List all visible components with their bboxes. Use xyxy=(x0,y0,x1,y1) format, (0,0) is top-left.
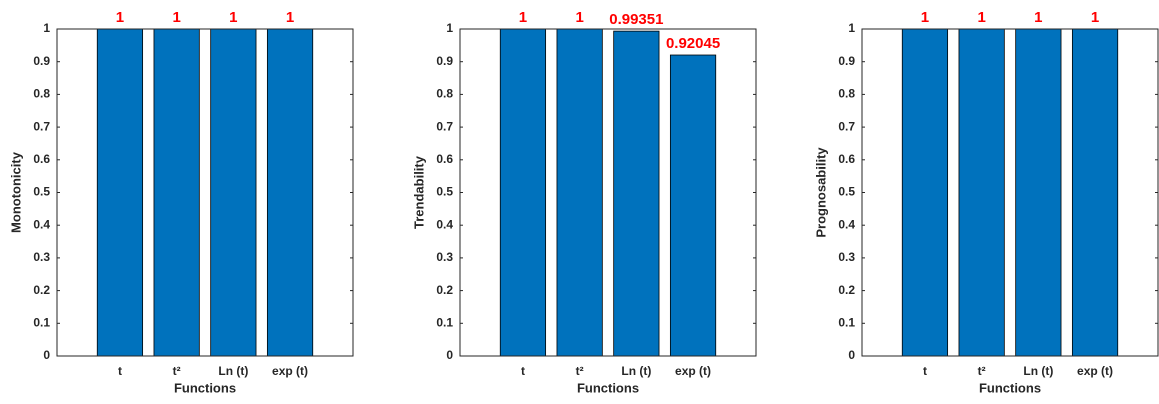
y-tick-label: 0.4 xyxy=(838,217,855,231)
y-tick-label: 1 xyxy=(446,21,453,35)
axes-box xyxy=(56,28,354,357)
value-label: 1 xyxy=(229,9,237,26)
bar xyxy=(499,28,547,357)
x-tick-label: exp (t) xyxy=(1077,364,1113,378)
chart: 1 t 1 t² 0.99351 Ln (t) 0.92045 exp (t) 0 0.1 0.2 0… xyxy=(411,9,757,395)
bar xyxy=(958,28,1005,357)
y-tick-label: 0.1 xyxy=(436,315,453,329)
bar xyxy=(96,28,144,357)
x-tick-label: exp (t) xyxy=(272,364,308,378)
value-label: 1 xyxy=(172,9,180,26)
x-axis-label: Functions xyxy=(174,380,236,395)
y-tick-label: 0.4 xyxy=(436,217,453,231)
y-tick-label: 0.2 xyxy=(33,283,50,297)
value-label: 1 xyxy=(977,9,985,26)
value-label: 1 xyxy=(286,9,294,26)
bar xyxy=(210,28,257,357)
x-axis-label: Functions xyxy=(979,380,1041,395)
y-tick-label: 0.7 xyxy=(838,119,855,133)
value-label: 1 xyxy=(1034,9,1042,26)
chart: 1 t 1 t² 1 Ln (t) 1 exp (t) 0 0.1 0.2 0.3 0.4 0.5 0.6 0… xyxy=(8,9,354,395)
y-tick-label: 0.7 xyxy=(436,119,453,133)
y-tick-label: 0.3 xyxy=(436,250,453,264)
y-tick-label: 0.5 xyxy=(33,185,50,199)
value-label: 0.92045 xyxy=(666,35,720,52)
y-tick-label: 1 xyxy=(43,21,50,35)
y-tick-label: 0 xyxy=(848,348,855,362)
bar xyxy=(613,30,660,357)
x-tick-label: t² xyxy=(978,364,986,378)
value-label: 1 xyxy=(575,9,583,26)
value-label: 0.99351 xyxy=(609,11,663,28)
y-tick-label: 0.9 xyxy=(838,54,855,68)
y-tick-label: 0.5 xyxy=(838,185,855,199)
y-tick-label: 0.6 xyxy=(838,152,855,166)
value-label: 1 xyxy=(921,9,929,26)
x-tick-label: t² xyxy=(173,364,181,378)
y-tick-label: 0.1 xyxy=(838,315,855,329)
bar xyxy=(153,28,200,357)
y-tick-label: 0.2 xyxy=(838,283,855,297)
x-tick-label: t xyxy=(521,364,525,378)
bar xyxy=(669,54,717,357)
y-tick-label: 1 xyxy=(848,21,855,35)
bar xyxy=(266,28,314,357)
y-axis-label: Trendability xyxy=(411,155,426,229)
x-tick-label: t xyxy=(923,364,927,378)
x-axis-label: Functions xyxy=(577,380,639,395)
chart: 1 t 1 t² 1 Ln (t) 1 exp (t) 0 0.1 0.2 0.3 0.4 0.5 0.6 0… xyxy=(813,9,1159,395)
y-tick-label: 0.6 xyxy=(33,152,50,166)
y-axis-label: Prognosability xyxy=(813,147,828,238)
y-tick-label: 0.5 xyxy=(436,185,453,199)
y-tick-label: 0.3 xyxy=(838,250,855,264)
x-tick-label: exp (t) xyxy=(675,364,711,378)
value-label: 1 xyxy=(519,9,527,26)
y-tick-label: 0.2 xyxy=(436,283,453,297)
x-tick-label: Ln (t) xyxy=(621,364,651,378)
bar xyxy=(901,28,949,357)
bar xyxy=(1015,28,1062,357)
x-tick-label: t² xyxy=(576,364,584,378)
y-tick-label: 0.6 xyxy=(436,152,453,166)
axes-box xyxy=(861,28,1159,357)
x-tick-label: Ln (t) xyxy=(1023,364,1053,378)
y-tick-label: 0.7 xyxy=(33,119,50,133)
y-tick-label: 0.4 xyxy=(33,217,50,231)
value-label: 1 xyxy=(1091,9,1099,26)
y-tick-label: 0.8 xyxy=(838,87,855,101)
y-tick-label: 0.1 xyxy=(33,315,50,329)
bar xyxy=(556,28,603,357)
y-tick-label: 0 xyxy=(446,348,453,362)
y-tick-label: 0.3 xyxy=(33,250,50,264)
x-tick-label: Ln (t) xyxy=(218,364,248,378)
axes-box xyxy=(459,28,757,357)
x-tick-label: t xyxy=(118,364,122,378)
y-tick-label: 0.8 xyxy=(33,87,50,101)
y-tick-label: 0.9 xyxy=(436,54,453,68)
y-axis-label: Monotonicity xyxy=(8,151,23,233)
y-tick-label: 0.8 xyxy=(436,87,453,101)
y-tick-label: 0 xyxy=(43,348,50,362)
value-label: 1 xyxy=(116,9,124,26)
bar xyxy=(1071,28,1119,357)
y-tick-label: 0.9 xyxy=(33,54,50,68)
